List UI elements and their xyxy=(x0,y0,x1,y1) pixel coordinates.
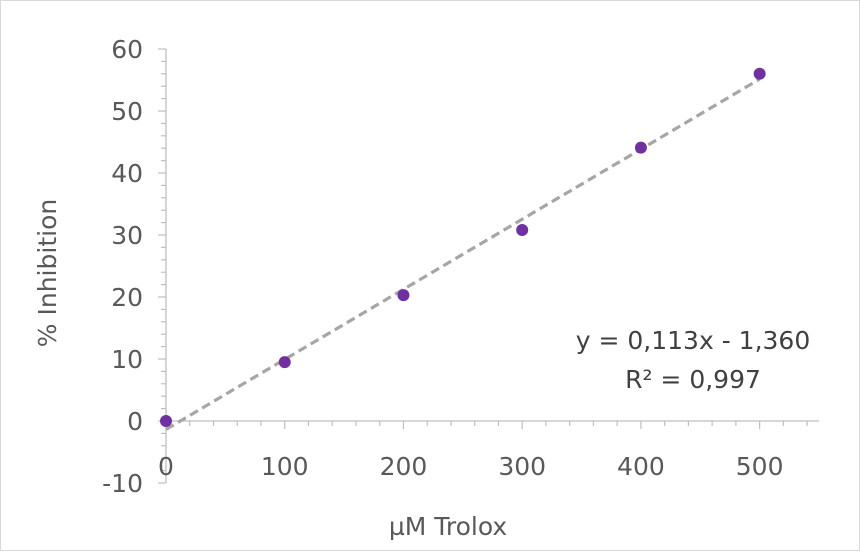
trendline-equation: y = 0,113x - 1,360 xyxy=(576,326,811,355)
x-tick-label: 500 xyxy=(736,452,784,481)
y-tick-label: 10 xyxy=(111,345,143,374)
x-axis-title: µM Trolox xyxy=(389,512,507,541)
y-tick-label: 40 xyxy=(111,159,143,188)
y-tick-label: 20 xyxy=(111,283,143,312)
data-point xyxy=(397,289,410,302)
labels-layer: -10 0 10 20 30 40 50 60 0 100 200 300 400 500 xyxy=(102,35,783,498)
data-point xyxy=(516,224,529,237)
y-axis-title: % Inhibition xyxy=(33,199,62,347)
x-tick-label: 100 xyxy=(261,452,309,481)
y-tick-label: 50 xyxy=(111,97,143,126)
y-tick-label: -10 xyxy=(102,469,143,498)
x-tick-label: 300 xyxy=(498,452,546,481)
trendline-r-squared: R² = 0,997 xyxy=(625,365,761,394)
data-point xyxy=(278,356,291,369)
y-tick-label: 60 xyxy=(111,35,143,64)
axes-layer xyxy=(158,48,819,484)
points-layer xyxy=(160,67,766,427)
trendline-layer xyxy=(165,77,761,431)
x-tick-label: 0 xyxy=(158,452,174,481)
x-tick-label: 400 xyxy=(617,452,665,481)
y-tick-label: 30 xyxy=(111,221,143,250)
y-tick-label: 0 xyxy=(127,407,143,436)
x-tick-label: 200 xyxy=(380,452,428,481)
data-point xyxy=(634,141,647,154)
data-point xyxy=(753,67,766,80)
data-point xyxy=(160,415,172,427)
trendline xyxy=(165,77,761,431)
